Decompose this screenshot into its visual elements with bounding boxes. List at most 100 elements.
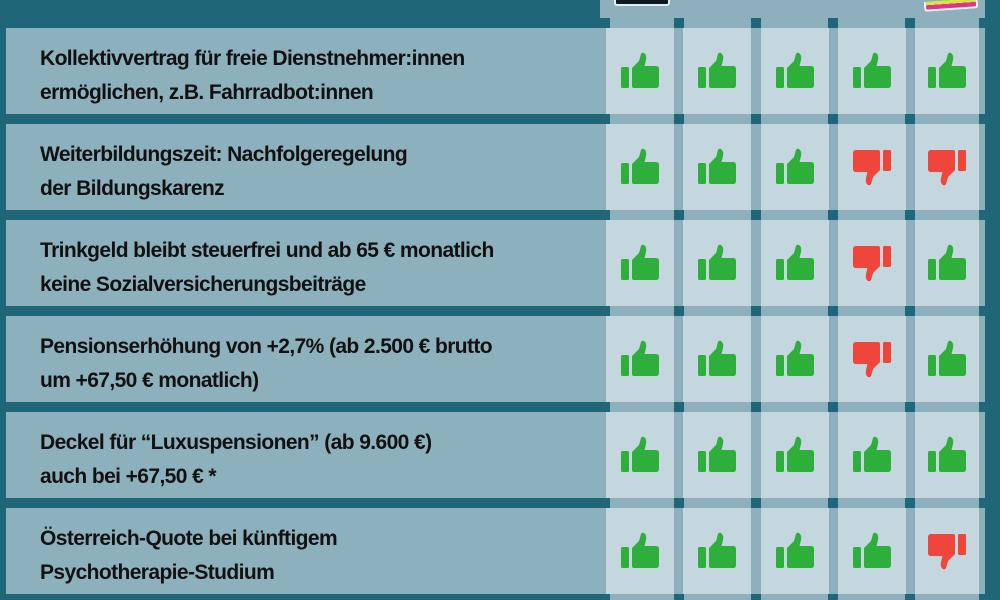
grid-node [600, 210, 610, 220]
vote-cell-4 [838, 28, 906, 114]
vote-cell-4 [838, 220, 906, 306]
vote-cell-1 [606, 220, 674, 306]
policy-text-line1: Deckel für “Luxuspensionen” (ab 9.600 €) [40, 431, 432, 454]
vote-cell-4 [838, 508, 906, 594]
grid-node [828, 594, 838, 600]
vote-cell-2 [683, 316, 751, 402]
row-divider [6, 594, 600, 600]
policy-text-line1: Pensionserhöhung von +2,7% (ab 2.500 € b… [40, 335, 493, 358]
grid-node [828, 114, 838, 124]
vote-cell-3 [761, 220, 829, 306]
policy-label: Pensionserhöhung von +2,7% (ab 2.500 € b… [6, 316, 602, 402]
thumbs-up-icon [620, 436, 660, 474]
grid-node [674, 594, 684, 600]
thumbs-up-icon [927, 436, 967, 474]
header-column-4 [838, 0, 915, 28]
grid-node [828, 402, 838, 412]
vote-cell-1 [606, 28, 674, 114]
thumbs-up-icon [697, 436, 737, 474]
grid-node [905, 594, 915, 600]
grid-node [905, 402, 915, 412]
thumbs-down-icon [852, 244, 892, 282]
grid-node [905, 306, 915, 316]
vote-cell-2 [683, 220, 751, 306]
policy-row: Österreich-Quote bei künftigem Psychothe… [6, 508, 985, 594]
policy-row: Weiterbildungszeit: Nachfolgeregelung de… [6, 124, 985, 210]
thumbs-up-icon [620, 148, 660, 186]
thumbs-up-icon [927, 52, 967, 90]
grid-node [751, 306, 761, 316]
thumbs-up-icon [927, 244, 967, 282]
grid-node [979, 402, 1000, 412]
grid-node [751, 18, 761, 28]
vote-cell-3 [761, 412, 829, 498]
policy-row: Trinkgeld bleibt steuerfrei und ab 65 € … [6, 220, 985, 306]
policy-label: Weiterbildungszeit: Nachfolgeregelung de… [6, 124, 602, 210]
thumbs-up-icon [620, 532, 660, 570]
vote-cell-1 [606, 316, 674, 402]
policy-label: Trinkgeld bleibt steuerfrei und ab 65 € … [6, 220, 602, 306]
grid-node [905, 498, 915, 508]
policy-label: Österreich-Quote bei künftigem Psychothe… [6, 508, 602, 594]
vote-cell-1 [606, 508, 674, 594]
policy-text-line1: Weiterbildungszeit: Nachfolgeregelung [40, 143, 408, 166]
policy-text-line2: keine Sozialversicherungsbeiträge [40, 273, 366, 296]
policy-text-line1: Österreich-Quote bei künftigem [40, 527, 338, 550]
vote-cell-1 [606, 412, 674, 498]
vote-cell-3 [761, 124, 829, 210]
policy-text-line1: Trinkgeld bleibt steuerfrei und ab 65 € … [40, 239, 494, 262]
thumbs-up-icon [620, 244, 660, 282]
header-column-3 [761, 0, 838, 28]
row-divider [6, 306, 600, 316]
grid-node [828, 498, 838, 508]
vote-cell-4 [838, 316, 906, 402]
grid-node [751, 498, 761, 508]
row-divider [6, 402, 600, 412]
policy-text-line2: der Bildungskarenz [40, 177, 225, 200]
grid-node [600, 498, 610, 508]
thumbs-up-icon [697, 148, 737, 186]
vote-cell-5 [915, 316, 979, 402]
vote-cell-5 [915, 412, 979, 498]
grid-line [600, 114, 985, 124]
grid-node [905, 18, 915, 28]
grid-node [979, 594, 1000, 600]
policy-row: Kollektivvertrag für freie Dienstnehmer:… [6, 28, 985, 114]
thumbs-up-icon [775, 52, 815, 90]
vote-cell-5 [915, 124, 979, 210]
thumbs-up-icon [697, 340, 737, 378]
grid-node [600, 306, 610, 316]
vote-cell-5 [915, 28, 979, 114]
thumbs-up-icon [697, 532, 737, 570]
thumbs-up-icon [852, 436, 892, 474]
grid-node [979, 114, 1000, 124]
thumbs-down-icon [927, 532, 967, 570]
vote-cell-4 [838, 124, 906, 210]
grid-node [828, 306, 838, 316]
grid-node [600, 402, 610, 412]
row-divider [6, 114, 600, 124]
thumbs-up-icon [620, 52, 660, 90]
vote-cell-1 [606, 124, 674, 210]
grid-node [979, 498, 1000, 508]
thumbs-up-icon [775, 532, 815, 570]
grid-line [600, 306, 985, 316]
header-column-2 [683, 0, 761, 28]
grid-node [979, 210, 1000, 220]
policy-text-line2: um +67,50 € monatlich) [40, 369, 259, 392]
thumbs-up-icon [697, 52, 737, 90]
grid-node [751, 210, 761, 220]
grid-node [751, 594, 761, 600]
policy-text-line2: auch bei +67,50 € * [40, 465, 217, 488]
thumbs-up-icon [775, 244, 815, 282]
thumbs-up-icon [620, 340, 660, 378]
vote-cell-3 [761, 508, 829, 594]
grid-node [905, 114, 915, 124]
policy-row: Deckel für “Luxuspensionen” (ab 9.600 €)… [6, 412, 985, 498]
vote-cell-2 [683, 508, 751, 594]
vote-cell-2 [683, 412, 751, 498]
row-divider [6, 498, 600, 508]
grid-node [674, 306, 684, 316]
thumbs-up-icon [697, 244, 737, 282]
policy-text-line2: Psychotherapie-Studium [40, 561, 275, 584]
